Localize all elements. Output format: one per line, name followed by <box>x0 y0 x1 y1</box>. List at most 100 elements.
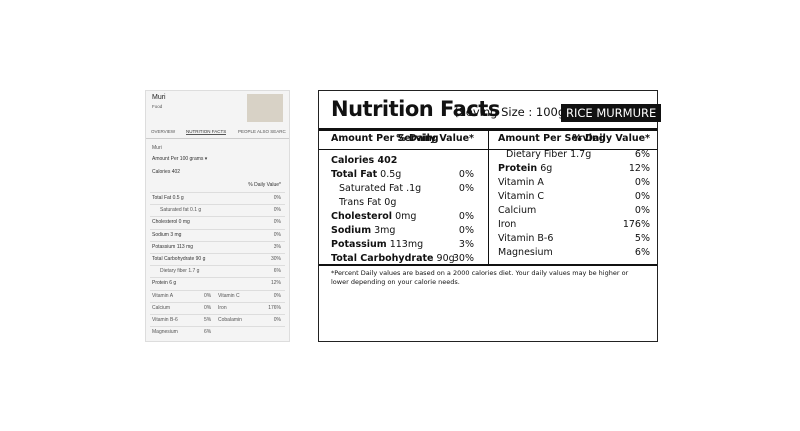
row-pct: 0% <box>634 191 650 202</box>
row-pct: 0% <box>458 211 474 222</box>
tab: PEOPLE ALSO SEARC <box>238 129 286 134</box>
sep <box>150 289 285 291</box>
sep <box>150 301 285 303</box>
row-label: Sodium 3mg <box>331 225 395 236</box>
row-amount: 3mg <box>371 225 396 236</box>
row-pct: 0% <box>273 231 281 238</box>
row-amount: .1g <box>403 183 422 194</box>
mineral-cell: 0% <box>204 292 212 299</box>
row-label: Cholesterol 0mg <box>331 211 416 222</box>
row-amount: 0.5g <box>377 169 402 180</box>
dv-header: % Daily Value* <box>248 182 281 188</box>
column-divider <box>488 131 489 264</box>
tab: NUTRITION FACTS <box>186 129 227 135</box>
row-label: Iron <box>498 219 517 230</box>
row-pct: 12% <box>628 163 650 174</box>
row-label: Vitamin A <box>498 177 544 188</box>
divider <box>319 149 657 150</box>
calories: Calories 402 <box>152 169 181 175</box>
row-label: Cholesterol 0 mg <box>152 219 190 226</box>
mineral-cell: 5% <box>204 316 212 323</box>
row-label: Dietary fiber 1.7 g <box>160 268 200 275</box>
row-name: Cholesterol <box>331 211 393 222</box>
row-pct: 5% <box>634 233 650 244</box>
sep <box>150 216 285 218</box>
subtitle: Muri <box>152 145 162 151</box>
row-pct: 30% <box>452 253 474 264</box>
column-dv-header: % Daily Value* <box>396 133 474 144</box>
tab: OVERVIEW <box>151 129 176 134</box>
row-amount: 113mg <box>386 239 424 250</box>
row-label: Total Fat 0.5g <box>331 169 401 180</box>
row-label: Sodium 3 mg <box>152 231 182 238</box>
food-thumbnail <box>247 94 283 122</box>
mineral-cell: Calcium <box>152 304 171 311</box>
mineral-cell: 0% <box>273 316 281 323</box>
amount: Amount Per 100 grams ▾ <box>152 156 208 162</box>
row-label: Saturated Fat .1g <box>339 183 421 194</box>
footnote: *Percent Daily values are based on a 200… <box>331 269 629 286</box>
title: Nutrition Facts <box>331 97 500 121</box>
row-pct: 6% <box>273 268 281 275</box>
row-label: Total Carbohydrate 90g <box>331 253 455 264</box>
row-pct: 176% <box>622 219 650 230</box>
row-pct: 6% <box>634 149 650 160</box>
row-label: Protein 6 g <box>152 280 177 287</box>
mineral-cell: 6% <box>204 328 212 335</box>
row-pct: 6% <box>634 247 650 258</box>
row-pct: 12% <box>270 280 281 287</box>
row-pct: 0% <box>634 205 650 216</box>
mineral-cell: 0% <box>204 304 212 311</box>
row-pct: 0% <box>458 169 474 180</box>
row-pct: 0% <box>458 183 474 194</box>
row-label: Total Fat 0.5 g <box>152 195 184 201</box>
sep <box>150 204 285 206</box>
serving: (Seving Size : 100g) <box>454 105 570 119</box>
row-label: Vitamin C <box>498 191 545 202</box>
row-label: Magnesium <box>498 247 553 258</box>
row-pct: 0% <box>273 207 281 214</box>
row-name: Sodium <box>331 225 372 236</box>
row-pct: 0% <box>273 195 281 201</box>
row-label: Trans Fat 0g <box>339 197 396 208</box>
row-label: Total Carbohydrate 90 g <box>152 256 206 262</box>
divider <box>319 128 657 131</box>
column-header: Amount Per Serving <box>331 133 439 144</box>
sep <box>150 240 285 242</box>
row-name: Saturated Fat <box>339 183 404 194</box>
food-kind: Food <box>152 104 163 109</box>
row-label: Protein 6g <box>498 163 552 174</box>
row-amount: 90g <box>433 253 455 264</box>
mineral-cell: Iron <box>218 304 227 311</box>
row-label: Potassium 113 mg <box>152 243 194 250</box>
column-header: Amount Per Serving <box>498 133 606 144</box>
column-dv-header: % Daily Value* <box>572 133 650 144</box>
nutrition-label: Nutrition Facts (Seving Size : 100g) RICE … <box>318 90 662 342</box>
sep <box>150 253 285 254</box>
row-label: Dietary Fiber 1.7g <box>506 149 591 160</box>
mineral-cell: 176% <box>268 304 281 311</box>
sep <box>150 277 285 279</box>
sep <box>150 192 285 193</box>
divider <box>319 264 657 266</box>
sep <box>150 325 285 327</box>
row-name: Total Fat <box>331 169 378 180</box>
row-amount: 6g <box>537 163 553 174</box>
row-name: Trans Fat <box>339 197 382 208</box>
app-screenshot: Muri Food OVERVIEW NUTRITION FACTS PEOPLE AL… <box>145 90 290 342</box>
row-name: Potassium <box>331 239 387 250</box>
sep <box>150 265 285 267</box>
row-name: Protein <box>498 163 538 174</box>
row-name: Total Carbohydrate <box>331 253 434 264</box>
row-label: Saturated fat 0.1 g <box>160 207 202 214</box>
row-amount: 1.7g <box>567 149 592 160</box>
row-pct: 30% <box>270 256 281 262</box>
row-label: Potassium 113mg <box>331 239 423 250</box>
row-pct: 3% <box>273 243 281 250</box>
row-name: Dietary Fiber <box>506 149 568 160</box>
row-label: Calcium <box>498 205 537 216</box>
row-label: Vitamin B-6 <box>498 233 554 244</box>
mineral-cell: Vitamin C <box>218 292 240 299</box>
sep <box>150 228 285 230</box>
